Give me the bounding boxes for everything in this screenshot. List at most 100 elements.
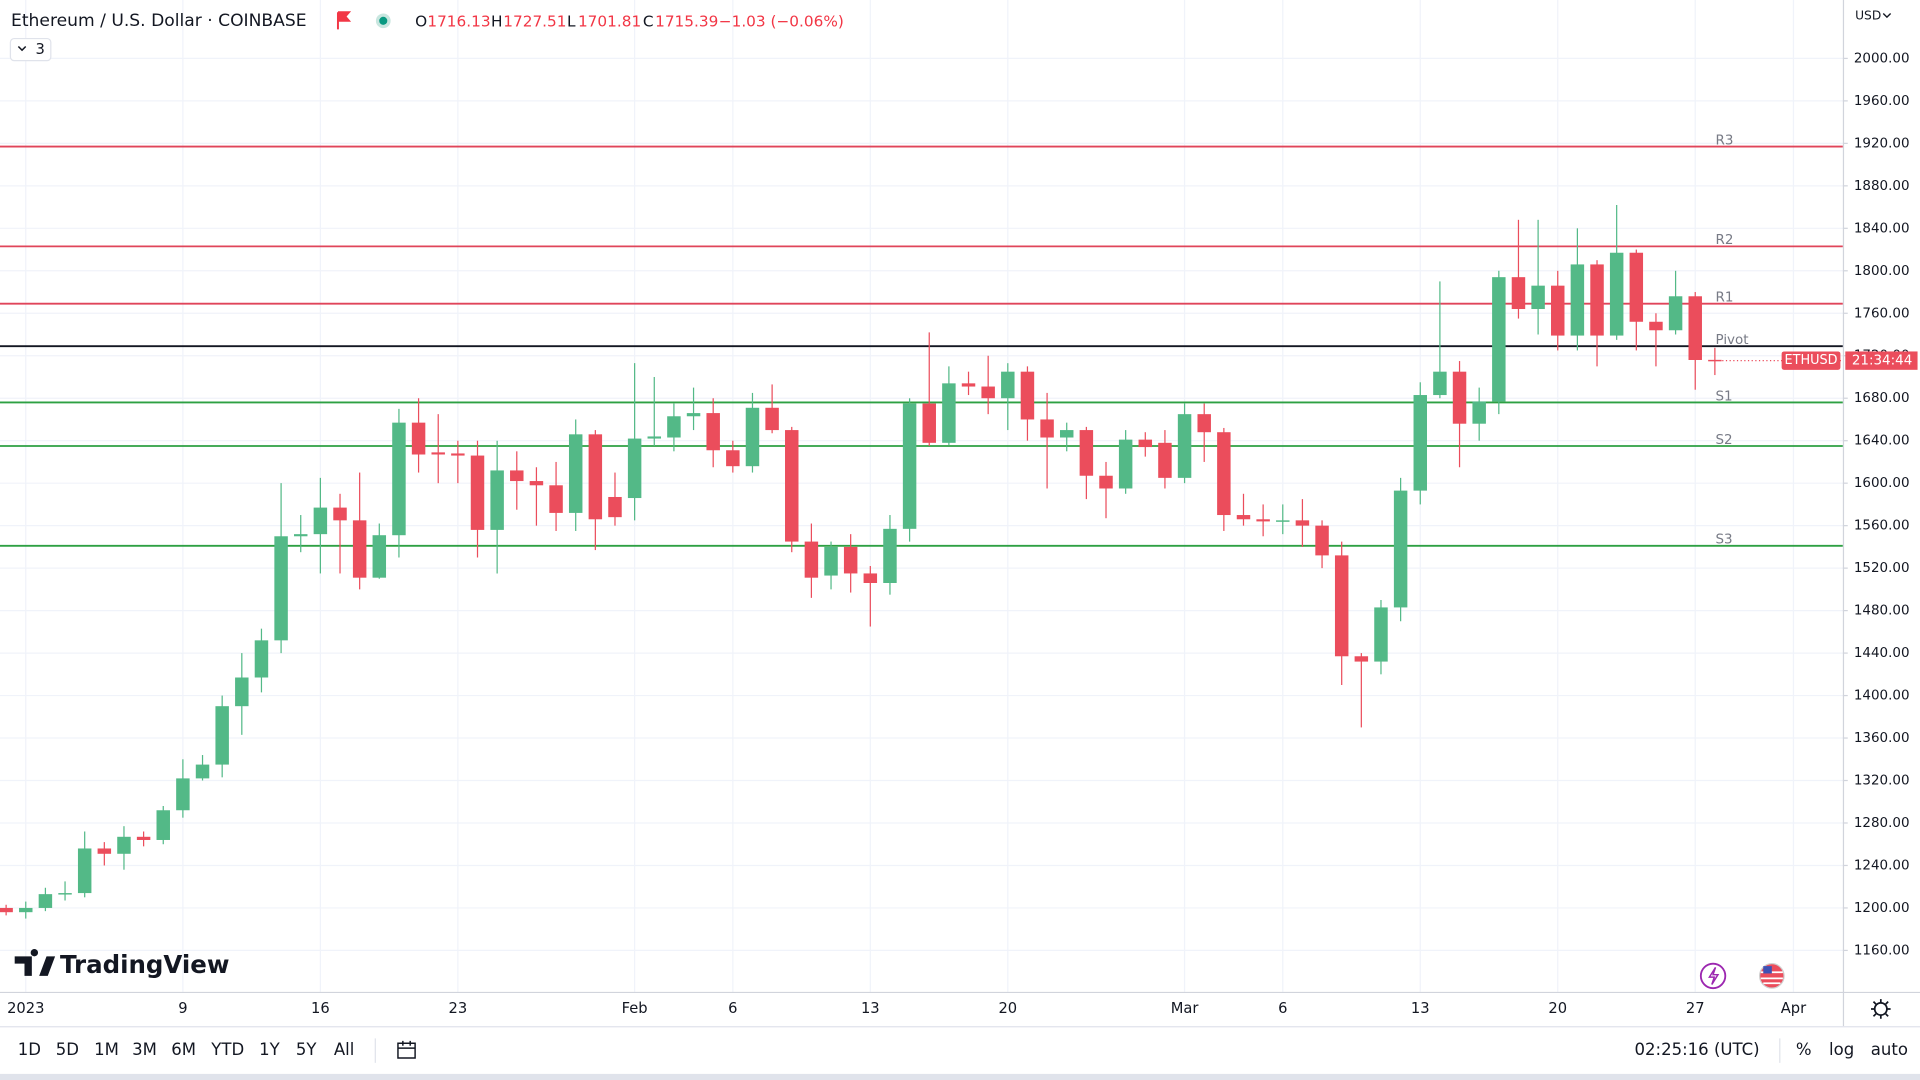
x-tick-label: 13 [861,1000,880,1017]
x-tick-label: 2023 [7,1000,44,1017]
events-icon[interactable] [1699,962,1727,990]
candle-body [1590,264,1604,336]
candle-body [352,520,367,578]
candle-body [1531,285,1545,310]
candle-body [1511,277,1526,310]
level-label: S1 [1716,389,1733,404]
range-button[interactable]: 5Y [296,1040,318,1059]
candle-body [117,836,131,854]
candle-body [1570,264,1585,336]
x-tick-label: 16 [311,1000,330,1017]
x-tick-label: Mar [1171,1000,1200,1017]
x-tick-label: 27 [1686,1000,1705,1017]
candle-body [156,810,170,840]
candle-body [883,528,897,583]
flag-icon[interactable] [336,11,352,30]
y-tick-label: 1360.00 [1854,731,1910,746]
ohlc-open: 1716.13 [427,13,490,31]
range-button[interactable]: 1M [94,1040,119,1059]
level-label: S3 [1716,533,1733,548]
candle-body [274,536,288,641]
candle-body [1256,519,1270,522]
scale-option[interactable]: auto [1871,1040,1908,1059]
range-button[interactable]: 1Y [259,1040,281,1059]
symbol-title[interactable]: Ethereum / U.S. Dollar · COINBASE [11,11,307,31]
candle-body [942,383,956,443]
candle-body [176,778,190,811]
countdown-label: 21:34:44 [1852,354,1912,369]
candle-body [549,485,563,513]
level-label: R1 [1716,291,1734,306]
candle-body [510,470,524,482]
range-button[interactable]: 1D [18,1040,41,1059]
y-tick-label: 1400.00 [1854,689,1910,704]
scale-option[interactable]: log [1829,1040,1854,1059]
currency[interactable]: USD [1855,8,1881,22]
chevron-icon [17,46,27,52]
candle-body [1236,515,1251,520]
y-tick-label: 1880.00 [1854,179,1910,194]
y-tick-label: 1640.00 [1854,434,1910,449]
candle-body [97,848,112,854]
toolbar: 1D 5D 1M 3M 6M YTD 1Y 5Y All 02:25:16 (UTC)% log au… [18,1040,1908,1059]
candle-body [1452,371,1467,424]
candle-body [824,546,838,576]
ohlc-close: 1715.39 [655,13,718,31]
candle-body [1649,321,1663,331]
candle-body [1393,490,1408,608]
y-tick-label: 1600.00 [1854,476,1910,491]
y-tick-label: 1240.00 [1854,858,1910,873]
candle-body [1551,285,1565,336]
market-status-dot [379,16,388,25]
y-tick-label: 1760.00 [1854,306,1910,321]
candle-body [667,416,681,438]
candle-body [392,422,406,536]
candle-body [745,407,760,467]
candle-body [1059,430,1074,438]
candle-body [235,677,249,707]
candle-body [1492,277,1506,402]
y-tick-label: 1560.00 [1854,519,1910,534]
y-tick-label: 1680.00 [1854,391,1910,406]
candle-body [608,496,622,518]
range-button[interactable]: YTD [210,1040,244,1059]
candle-body [58,893,72,895]
candle-body [804,541,819,578]
candle-body [1001,371,1015,399]
candle-body [1197,414,1211,433]
candle-body [195,764,210,779]
range-button[interactable]: 3M [132,1040,157,1059]
date-range-icon[interactable] [397,1040,416,1059]
range-button[interactable]: 5D [56,1040,79,1059]
logo-text[interactable]: TradingView [60,950,230,979]
x-tick-label: 20 [998,1000,1017,1017]
ohlc-low: 1701.81 [578,13,641,31]
candle-body [19,907,33,913]
range-button[interactable]: All [334,1040,354,1059]
level-label: R2 [1716,233,1734,248]
clock[interactable]: 02:25:16 (UTC) [1635,1040,1760,1059]
scale-option[interactable]: % [1796,1040,1812,1059]
candle-body [922,403,936,443]
candle-body [1668,296,1683,331]
pivot-levels: R3 R2 R1 Pivot S1 S2 S3 [0,133,1843,548]
indicator-toggle[interactable] [9,37,52,62]
ohlc-change: −1.03 (−0.06%) [719,13,844,31]
candle-body [1177,414,1192,478]
candle-body [686,413,701,417]
x-tick-label: 20 [1548,1000,1567,1017]
candle-body [1413,395,1427,491]
candle-body [961,383,976,387]
candle-body [1118,439,1133,489]
x-tick-label: 6 [728,1000,737,1017]
candle-body [1040,419,1054,438]
indicator-count: 3 [36,41,45,58]
candle-body [726,450,740,467]
candle-body [1609,252,1624,336]
candle-body [372,535,387,578]
x-tick-label: 9 [178,1000,187,1017]
symbol-tag-label: ETHUSD [1784,353,1837,368]
range-button[interactable]: 6M [171,1040,196,1059]
candle-body [1138,439,1153,448]
